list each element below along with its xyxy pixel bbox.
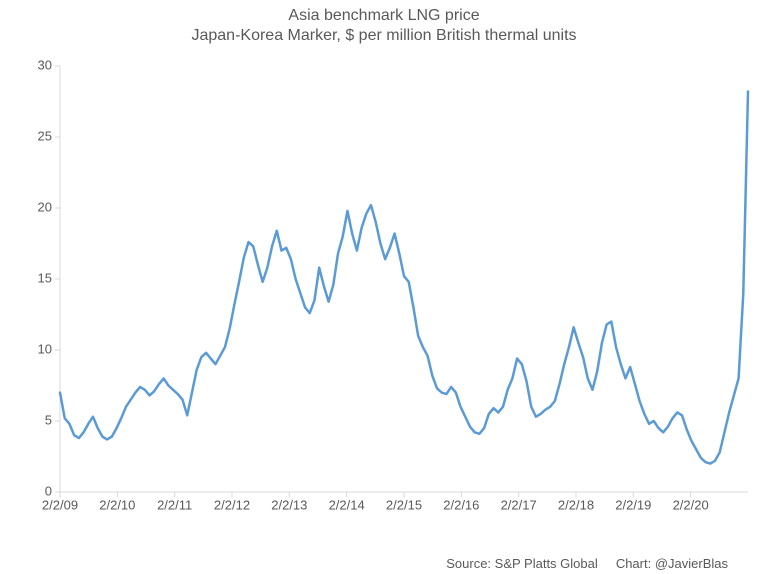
y-tick-label: 15 <box>38 270 52 285</box>
chart-credit-label: Chart: @JavierBlas <box>616 556 728 571</box>
y-tick-label: 30 <box>38 60 52 72</box>
x-tick-label: 2/2/18 <box>558 498 594 513</box>
chart-title-line1: Asia benchmark LNG price <box>0 6 768 26</box>
price-series-line <box>60 92 748 464</box>
chart-source-label: Source: S&P Platts Global <box>446 556 598 571</box>
chart-title-line2: Japan-Korea Marker, $ per million Britis… <box>0 26 768 46</box>
chart-source: Source: S&P Platts Global Chart: @Javier… <box>446 556 728 571</box>
chart-titles: Asia benchmark LNG price Japan-Korea Mar… <box>0 6 768 46</box>
y-tick-label: 5 <box>45 412 52 427</box>
y-tick-label: 25 <box>38 128 52 143</box>
x-tick-label: 2/2/14 <box>329 498 365 513</box>
x-tick-label: 2/2/11 <box>157 498 192 513</box>
chart-container: Asia benchmark LNG price Japan-Korea Mar… <box>0 0 768 574</box>
x-tick-label: 2/2/10 <box>99 498 135 513</box>
x-tick-label: 2/2/13 <box>271 498 307 513</box>
x-tick-label: 2/2/09 <box>42 498 78 513</box>
chart-plot: 0 5 10 15 20 25 30 2/2/09 2/2/10 2/2/11 2/2/12 2/2/… <box>36 60 756 520</box>
y-tick-label: 0 <box>45 483 52 498</box>
y-tick-label: 10 <box>38 341 52 356</box>
y-tick-label: 20 <box>38 199 52 214</box>
x-tick-label: 2/2/17 <box>501 498 537 513</box>
x-tick-label: 2/2/15 <box>386 498 422 513</box>
x-tick-label: 2/2/19 <box>615 498 651 513</box>
x-tick-label: 2/2/12 <box>214 498 250 513</box>
x-tick-label: 2/2/16 <box>443 498 479 513</box>
chart-svg: 0 5 10 15 20 25 30 2/2/09 2/2/10 2/2/11 2/2/12 2/2/… <box>36 60 756 520</box>
x-tick-label: 2/2/20 <box>673 498 709 513</box>
